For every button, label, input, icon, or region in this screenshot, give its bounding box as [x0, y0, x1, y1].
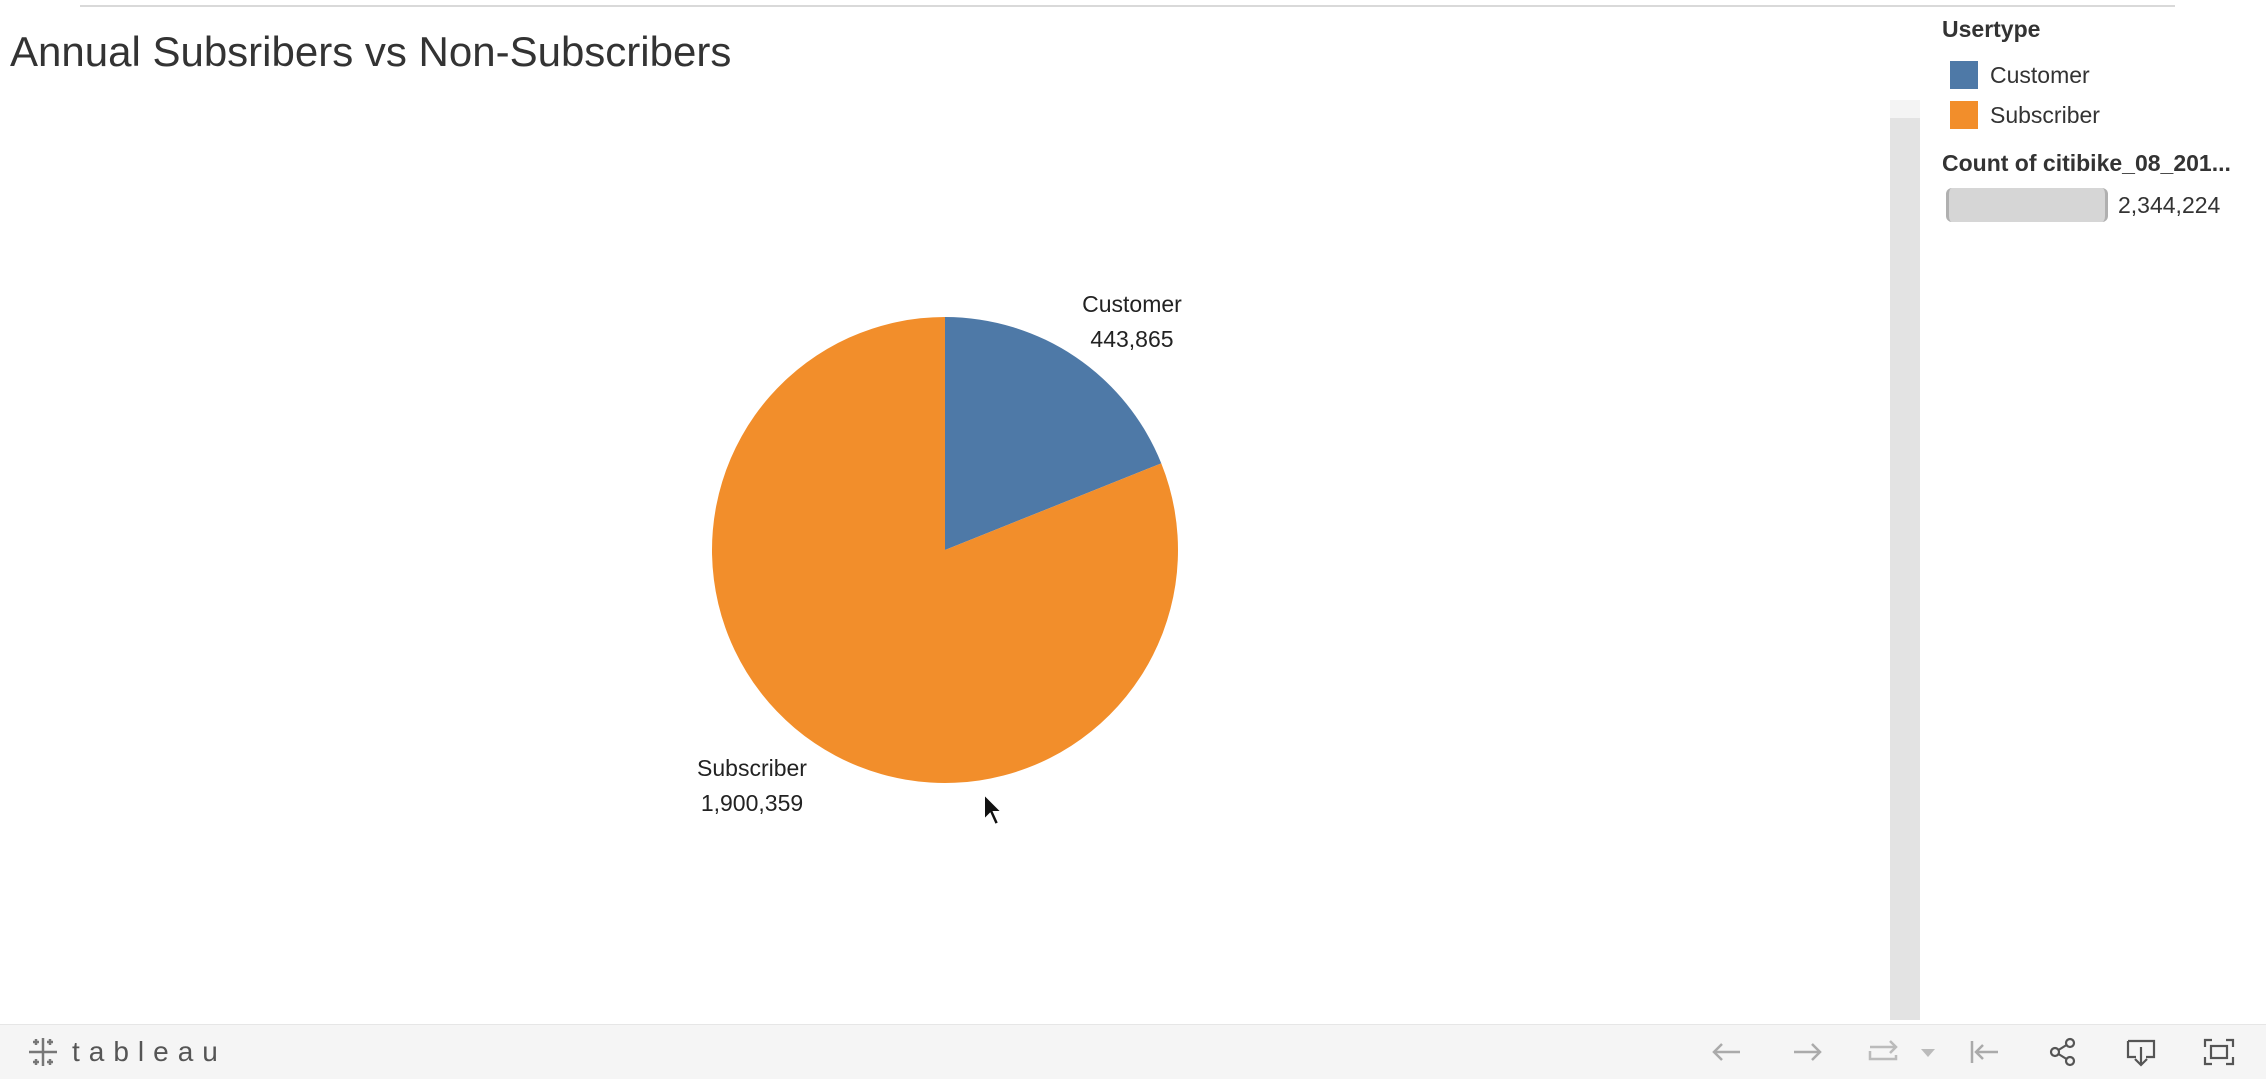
size-legend-title: Count of citibike_08_201... — [1942, 150, 2231, 176]
chart-title: Annual Subsribers vs Non-Subscribers — [10, 28, 732, 75]
tableau-logo-icon — [29, 1038, 57, 1066]
legend-item-customer[interactable]: Customer — [1942, 55, 2266, 95]
reset-icon[interactable] — [1968, 1037, 2002, 1067]
slice-label-subscriber: Subscriber — [697, 755, 807, 781]
legend-swatch-subscriber — [1950, 101, 1978, 129]
dropdown-icon[interactable] — [1918, 1037, 1938, 1067]
color-legend: Usertype Customer Subscriber — [1942, 16, 2266, 135]
fullscreen-icon[interactable] — [2202, 1037, 2236, 1067]
size-legend-value: 2,344,224 — [2118, 192, 2221, 218]
redo-icon[interactable] — [1790, 1037, 1824, 1067]
undo-icon[interactable] — [1710, 1037, 1744, 1067]
tableau-logo[interactable]: tableau — [26, 1035, 227, 1069]
slice-value-subscriber: 1,900,359 — [701, 790, 803, 816]
tableau-wordmark: tableau — [72, 1036, 227, 1067]
scrollbar-cap — [1890, 100, 1920, 118]
mouse-pointer-icon — [982, 791, 1006, 833]
legend-item-subscriber[interactable]: Subscriber — [1942, 95, 2266, 135]
pie-slice-subscriber[interactable] — [712, 317, 1178, 783]
download-icon[interactable] — [2124, 1037, 2158, 1067]
pie-slice-customer[interactable] — [945, 317, 1162, 550]
size-legend-bar — [1946, 188, 2108, 222]
slice-value-customer: 443,865 — [1090, 326, 1173, 352]
legend-label-subscriber: Subscriber — [1990, 101, 2100, 128]
slice-label-customer: Customer — [1082, 291, 1182, 317]
pie-chart: Customer 443,865 Subscriber 1,900,359 — [697, 291, 1182, 816]
share-icon[interactable] — [2046, 1037, 2080, 1067]
top-divider — [80, 5, 2175, 7]
legend-label-customer: Customer — [1990, 61, 2090, 88]
legend-title: Usertype — [1942, 16, 2041, 42]
vertical-scrollbar[interactable] — [1890, 100, 1920, 1020]
revert-icon[interactable] — [1862, 1037, 1906, 1067]
legend-swatch-customer — [1950, 61, 1978, 89]
bottom-toolbar: tableau — [0, 1024, 2266, 1079]
